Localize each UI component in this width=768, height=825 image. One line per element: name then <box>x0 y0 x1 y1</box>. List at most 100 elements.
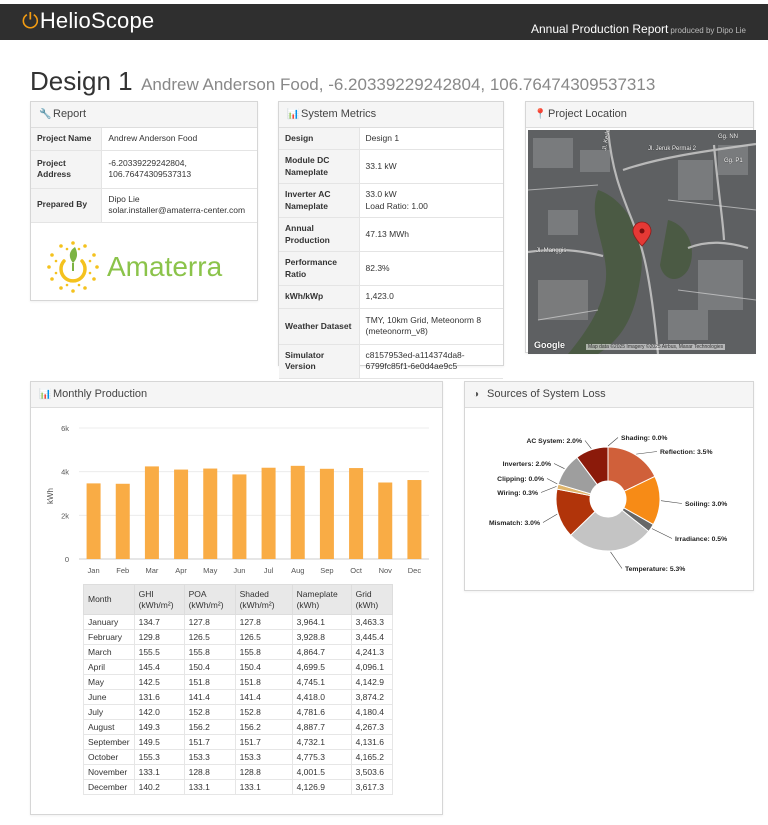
table-row: November 133.1 128.8 128.8 4,001.5 3,503.6 <box>83 764 393 780</box>
x-tick-label: Apr <box>175 566 187 575</box>
table-cell: 151.8 <box>183 674 236 690</box>
produced-by: produced by Dipo Lie <box>670 26 746 35</box>
label-leader-line <box>660 500 683 504</box>
label-leader-line <box>553 463 565 469</box>
bar-aug <box>290 465 305 559</box>
pie-label: Mismatch: 3.0% <box>489 520 540 527</box>
x-tick-label: Feb <box>116 566 129 575</box>
x-tick-label: Aug <box>291 566 304 575</box>
monthly-production-chart: Jan Feb Mar Apr May Jun Jul Aug Sep Oct Nov Dec 0 2k… <box>46 424 429 575</box>
bar-nov <box>378 482 393 559</box>
project-location-header: 📍 Project Location <box>526 102 753 128</box>
map-attribution[interactable]: Map data ©2025 Imagery ©2025 Airbus, Max… <box>586 344 726 350</box>
y-tick-label: 2k <box>61 511 69 520</box>
table-cell: 149.3 <box>133 719 185 735</box>
monthly-production-panel: 📊 Monthly Production Jan Feb Mar Apr May Jun Ju… <box>30 381 443 815</box>
system-loss-panel: ◑ Sources of System Loss Shading: 0.0% Ref… <box>464 381 754 591</box>
table-row: September 149.5 151.7 151.7 4,732.1 4,131.6 <box>83 734 393 750</box>
table-cell: 128.8 <box>234 764 293 780</box>
satellite-map[interactable]: Jl. Jeruk Permai 2 Jl. Manggis Gg. NN Gg… <box>528 130 756 354</box>
map-street-label: Jl. Jeruk Permai 2 <box>648 146 697 152</box>
y-tick-label: 6k <box>61 424 69 433</box>
table-cell: 153.3 <box>183 749 236 765</box>
table-cell: 155.3 <box>133 749 185 765</box>
table-cell: May <box>83 674 135 690</box>
table-cell: 4,131.6 <box>350 734 393 750</box>
x-tick-label: Jan <box>88 566 100 575</box>
table-cell: 3,463.3 <box>350 614 393 630</box>
table-row: Performance Ratio 82.3% <box>279 251 503 287</box>
table-cell: June <box>83 689 135 705</box>
column-header: POA (kWh/m²) <box>183 584 236 615</box>
bar-sep <box>319 468 334 559</box>
table-cell: April <box>83 659 135 675</box>
table-cell: 4,745.1 <box>291 674 352 690</box>
table-cell: 127.8 <box>234 614 293 630</box>
table-cell: September <box>83 734 135 750</box>
table-cell: 155.8 <box>183 644 236 660</box>
table-row: kWh/kWp 1,423.0 <box>279 285 503 309</box>
table-cell: 3,964.1 <box>291 614 352 630</box>
table-row: May 142.5 151.8 151.8 4,745.1 4,142.9 <box>83 674 393 690</box>
table-cell: 4,699.5 <box>291 659 352 675</box>
table-cell: 145.4 <box>133 659 185 675</box>
power-icon: ⏻ <box>22 10 39 33</box>
table-row: Project Name Andrew Anderson Food <box>31 128 257 151</box>
project-location-panel: 📍 Project Location <box>525 101 756 354</box>
table-cell: 4,732.1 <box>291 734 352 750</box>
system-metrics-table: Design Design 1 Module DC Nameplate 33.1 k… <box>279 128 503 379</box>
table-cell: January <box>83 614 135 630</box>
table-cell: 4,180.4 <box>350 704 393 720</box>
x-tick-label: Sep <box>320 566 333 575</box>
table-row: Prepared By Dipo Lie solar.installer@amat… <box>31 188 257 223</box>
top-bar: ⏻HelioScope Annual Production Report prod… <box>0 4 768 40</box>
label-leader-line <box>584 440 592 449</box>
system-metrics-header: 📊 System Metrics <box>279 102 503 128</box>
bar-mar <box>144 466 159 559</box>
bar-dec <box>407 480 422 559</box>
bar-oct <box>349 468 364 559</box>
bar-jun <box>232 474 247 559</box>
pie-label: Inverters: 2.0% <box>503 461 551 468</box>
table-cell: 141.4 <box>183 689 236 705</box>
pie-label: Clipping: 0.0% <box>497 476 544 483</box>
pie-label: AC System: 2.0% <box>526 438 582 445</box>
report-table: Project Name Andrew Anderson Food Projec… <box>31 128 257 223</box>
table-cell: 152.8 <box>234 704 293 720</box>
table-row: August 149.3 156.2 156.2 4,887.7 4,267.3 <box>83 719 393 735</box>
bar-feb <box>115 483 130 559</box>
table-cell: 133.1 <box>183 779 236 795</box>
map-street-label: Gg. P1 <box>724 158 743 164</box>
table-cell: 150.4 <box>234 659 293 675</box>
system-metrics-panel: 📊 System Metrics Design Design 1 Module DC… <box>278 101 504 379</box>
table-cell: 134.7 <box>133 614 185 630</box>
table-row: Module DC Nameplate 33.1 kW <box>279 149 503 185</box>
x-tick-label: Jul <box>264 566 274 575</box>
table-row: June 131.6 141.4 141.4 4,418.0 3,874.2 <box>83 689 393 705</box>
design-subtitle: Andrew Anderson Food, -6.20339229242804,… <box>141 75 656 94</box>
label-leader-line <box>546 478 558 485</box>
pie-label: Soiling: 3.0% <box>685 501 727 508</box>
table-cell: 4,775.3 <box>291 749 352 765</box>
label-leader-line <box>651 528 673 539</box>
table-cell: February <box>83 629 135 645</box>
design-heading: Design 1 Andrew Anderson Food, -6.203392… <box>30 66 655 97</box>
table-row: Annual Production 47.13 MWh <box>279 217 503 253</box>
table-cell: December <box>83 779 135 795</box>
table-cell: 151.7 <box>183 734 236 750</box>
helioscope-logo: ⏻HelioScope <box>22 8 155 33</box>
table-cell: 3,874.2 <box>350 689 393 705</box>
column-header: Month <box>83 584 135 615</box>
pie-label: Reflection: 3.5% <box>660 449 713 456</box>
table-cell: October <box>83 749 135 765</box>
table-row: February 129.8 126.5 126.5 3,928.8 3,445.4 <box>83 629 393 645</box>
table-cell: 4,781.6 <box>291 704 352 720</box>
pie-label: Temperature: 5.3% <box>625 566 685 573</box>
pie-slice <box>569 509 650 552</box>
bar-jan <box>86 483 101 559</box>
map-street-label: Gg. NN <box>718 134 739 140</box>
wrench-icon: 🔧 <box>39 109 52 120</box>
table-cell: August <box>83 719 135 735</box>
x-tick-label: Nov <box>379 566 393 575</box>
table-cell: 127.8 <box>183 614 236 630</box>
